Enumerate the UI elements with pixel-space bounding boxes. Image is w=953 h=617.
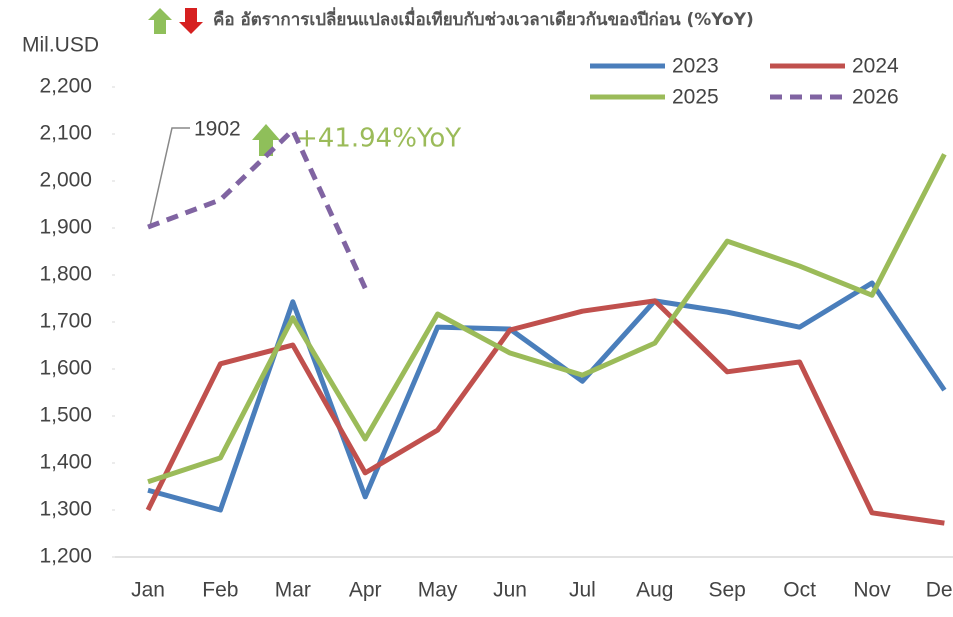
x-tick-label: Jan <box>131 579 165 602</box>
x-tick-label: Dec <box>926 579 953 602</box>
y-tick-label: 2,000 <box>39 169 92 192</box>
leader-line <box>149 127 190 227</box>
down-icon <box>179 8 203 34</box>
y-tick-label: 1,700 <box>39 310 92 333</box>
series-line <box>147 153 947 485</box>
y-axis-label: Mil.USD <box>22 34 99 57</box>
x-tick-label: Apr <box>349 579 382 602</box>
legend-label: 2023 <box>672 55 719 78</box>
up-icon <box>148 8 172 34</box>
x-tick-label: Sep <box>709 579 746 602</box>
series-line <box>147 127 368 290</box>
up-icon <box>252 124 280 156</box>
legend-label: 2025 <box>672 86 719 109</box>
annotation: 1902 <box>194 118 241 141</box>
x-tick-label: May <box>418 579 458 602</box>
note: คือ อัตราการเปลี่ยนแปลงเมื่อเทียบกับช่วง… <box>213 7 754 30</box>
x-tick-label: Feb <box>202 579 238 602</box>
y-tick-label: 1,900 <box>39 216 92 239</box>
y-tick-label: 2,100 <box>39 122 92 145</box>
x-tick-label: Jul <box>569 579 596 602</box>
series-line <box>145 298 945 526</box>
y-tick-label: 1,600 <box>39 357 92 380</box>
series-line <box>147 280 947 513</box>
y-tick-label: 1,800 <box>39 263 92 286</box>
y-tick-label: 1,200 <box>39 545 92 568</box>
annotation: +41.94%YoY <box>296 124 461 154</box>
y-tick-label: 2,200 <box>39 75 92 98</box>
x-tick-label: Mar <box>275 579 311 602</box>
y-tick-label: 1,500 <box>39 404 92 427</box>
x-tick-label: Nov <box>853 579 891 602</box>
legend-label: 2024 <box>852 55 899 78</box>
x-tick-label: Oct <box>783 579 816 602</box>
y-tick-label: 1,400 <box>39 451 92 474</box>
legend-label: 2026 <box>852 86 899 109</box>
y-tick-label: 1,300 <box>39 498 92 521</box>
x-tick-label: Jun <box>493 579 527 602</box>
x-tick-label: Aug <box>636 579 673 602</box>
